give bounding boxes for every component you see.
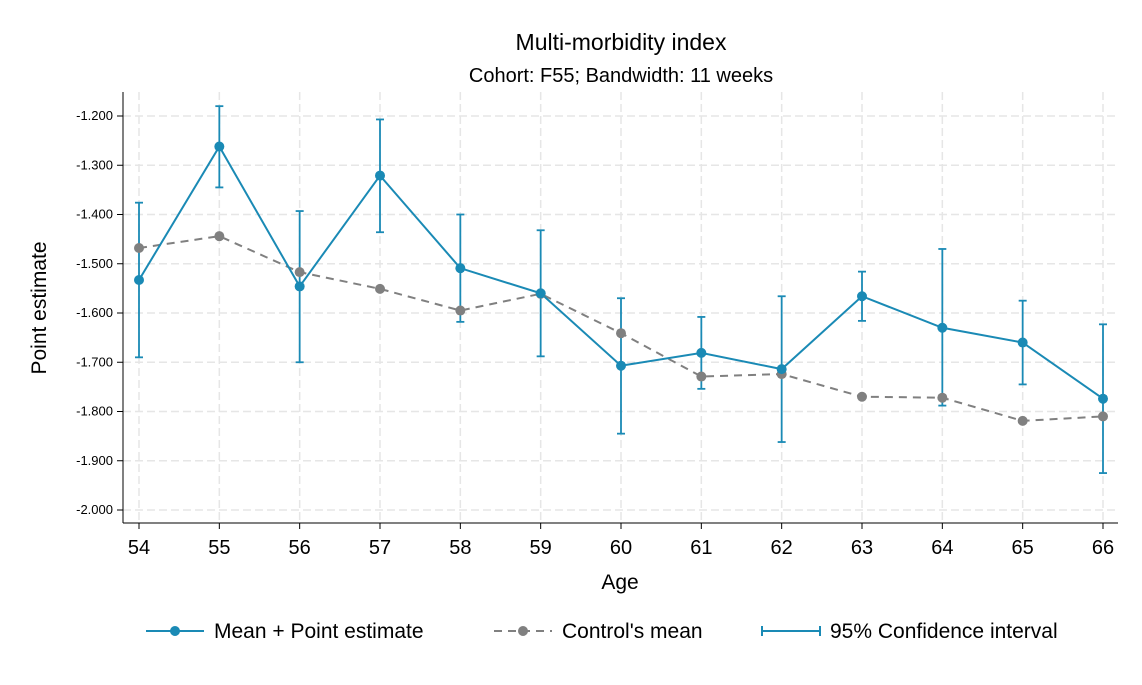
point-mean-point-estimate bbox=[1017, 337, 1028, 348]
point-mean-point-estimate bbox=[375, 170, 385, 181]
legend-swatch-control-marker bbox=[518, 626, 528, 636]
point-control-mean bbox=[375, 283, 385, 294]
y-axis-ticks: -1.200 -1.300 -1.400 -1.500 -1.600 -1.700 -1.8… bbox=[76, 108, 123, 517]
legend-item-mean-point-estimate: Mean + Point estimate bbox=[146, 620, 424, 643]
x-tick-label: 66 bbox=[1092, 537, 1114, 559]
x-tick-label: 58 bbox=[449, 537, 471, 559]
point-mean-point-estimate bbox=[776, 364, 787, 375]
point-control-mean bbox=[937, 392, 948, 403]
x-tick-label: 55 bbox=[208, 537, 230, 559]
x-tick-label: 54 bbox=[128, 537, 150, 559]
y-tick-label: -1.500 bbox=[76, 256, 113, 271]
y-tick-label: -1.800 bbox=[76, 404, 113, 419]
y-axis-label: Point estimate bbox=[28, 241, 51, 374]
y-tick-label: -2.000 bbox=[76, 502, 113, 517]
legend-item-control-mean: Control's mean bbox=[494, 620, 703, 643]
legend-item-confidence-interval: 95% Confidence interval bbox=[761, 620, 1058, 643]
point-control-mean bbox=[696, 371, 707, 382]
legend-label-mean: Mean + Point estimate bbox=[214, 620, 424, 643]
chart-subtitle: Cohort: F55; Bandwidth: 11 weeks bbox=[469, 65, 773, 87]
legend-swatch-mean-marker bbox=[170, 626, 180, 636]
x-tick-label: 64 bbox=[931, 537, 953, 559]
point-control-mean bbox=[1098, 411, 1108, 422]
y-tick-label: -1.700 bbox=[76, 354, 113, 369]
y-tick-label: -1.900 bbox=[76, 453, 113, 468]
legend: Mean + Point estimate Control's mean 95%… bbox=[146, 620, 1058, 643]
x-tick-label: 56 bbox=[289, 537, 311, 559]
x-tick-label: 65 bbox=[1012, 537, 1034, 559]
x-tick-label: 60 bbox=[610, 537, 632, 559]
point-mean-point-estimate bbox=[857, 291, 867, 302]
point-mean-point-estimate bbox=[134, 275, 144, 286]
point-mean-point-estimate bbox=[616, 360, 626, 371]
point-control-mean bbox=[134, 242, 144, 253]
legend-label-control: Control's mean bbox=[562, 620, 703, 643]
point-control-mean bbox=[294, 267, 305, 278]
legend-label-ci: 95% Confidence interval bbox=[830, 620, 1058, 643]
x-axis-ticks: 54 55 56 57 58 59 60 61 62 63 64 65 66 bbox=[128, 523, 1114, 559]
x-tick-label: 63 bbox=[851, 537, 873, 559]
point-mean-point-estimate bbox=[294, 281, 305, 292]
point-control-mean bbox=[616, 328, 626, 339]
x-tick-label: 57 bbox=[369, 537, 391, 559]
series-points bbox=[134, 141, 1108, 426]
point-mean-point-estimate bbox=[214, 141, 225, 152]
y-tick-label: -1.200 bbox=[76, 108, 113, 123]
point-control-mean bbox=[1017, 415, 1028, 426]
point-control-mean bbox=[455, 305, 466, 316]
x-tick-label: 59 bbox=[530, 537, 552, 559]
x-axis-label: Age bbox=[601, 571, 638, 594]
point-mean-point-estimate bbox=[937, 322, 948, 333]
chart-title: Multi-morbidity index bbox=[516, 29, 727, 55]
point-mean-point-estimate bbox=[696, 347, 707, 358]
point-mean-point-estimate bbox=[1098, 393, 1108, 404]
x-tick-label: 61 bbox=[690, 537, 712, 559]
y-tick-label: -1.300 bbox=[76, 157, 113, 172]
x-tick-label: 62 bbox=[771, 537, 793, 559]
point-mean-point-estimate bbox=[455, 263, 466, 274]
point-mean-point-estimate bbox=[535, 288, 546, 299]
point-control-mean bbox=[857, 391, 867, 402]
y-tick-label: -1.600 bbox=[76, 305, 113, 320]
point-control-mean bbox=[214, 231, 225, 242]
y-tick-label: -1.400 bbox=[76, 207, 113, 222]
